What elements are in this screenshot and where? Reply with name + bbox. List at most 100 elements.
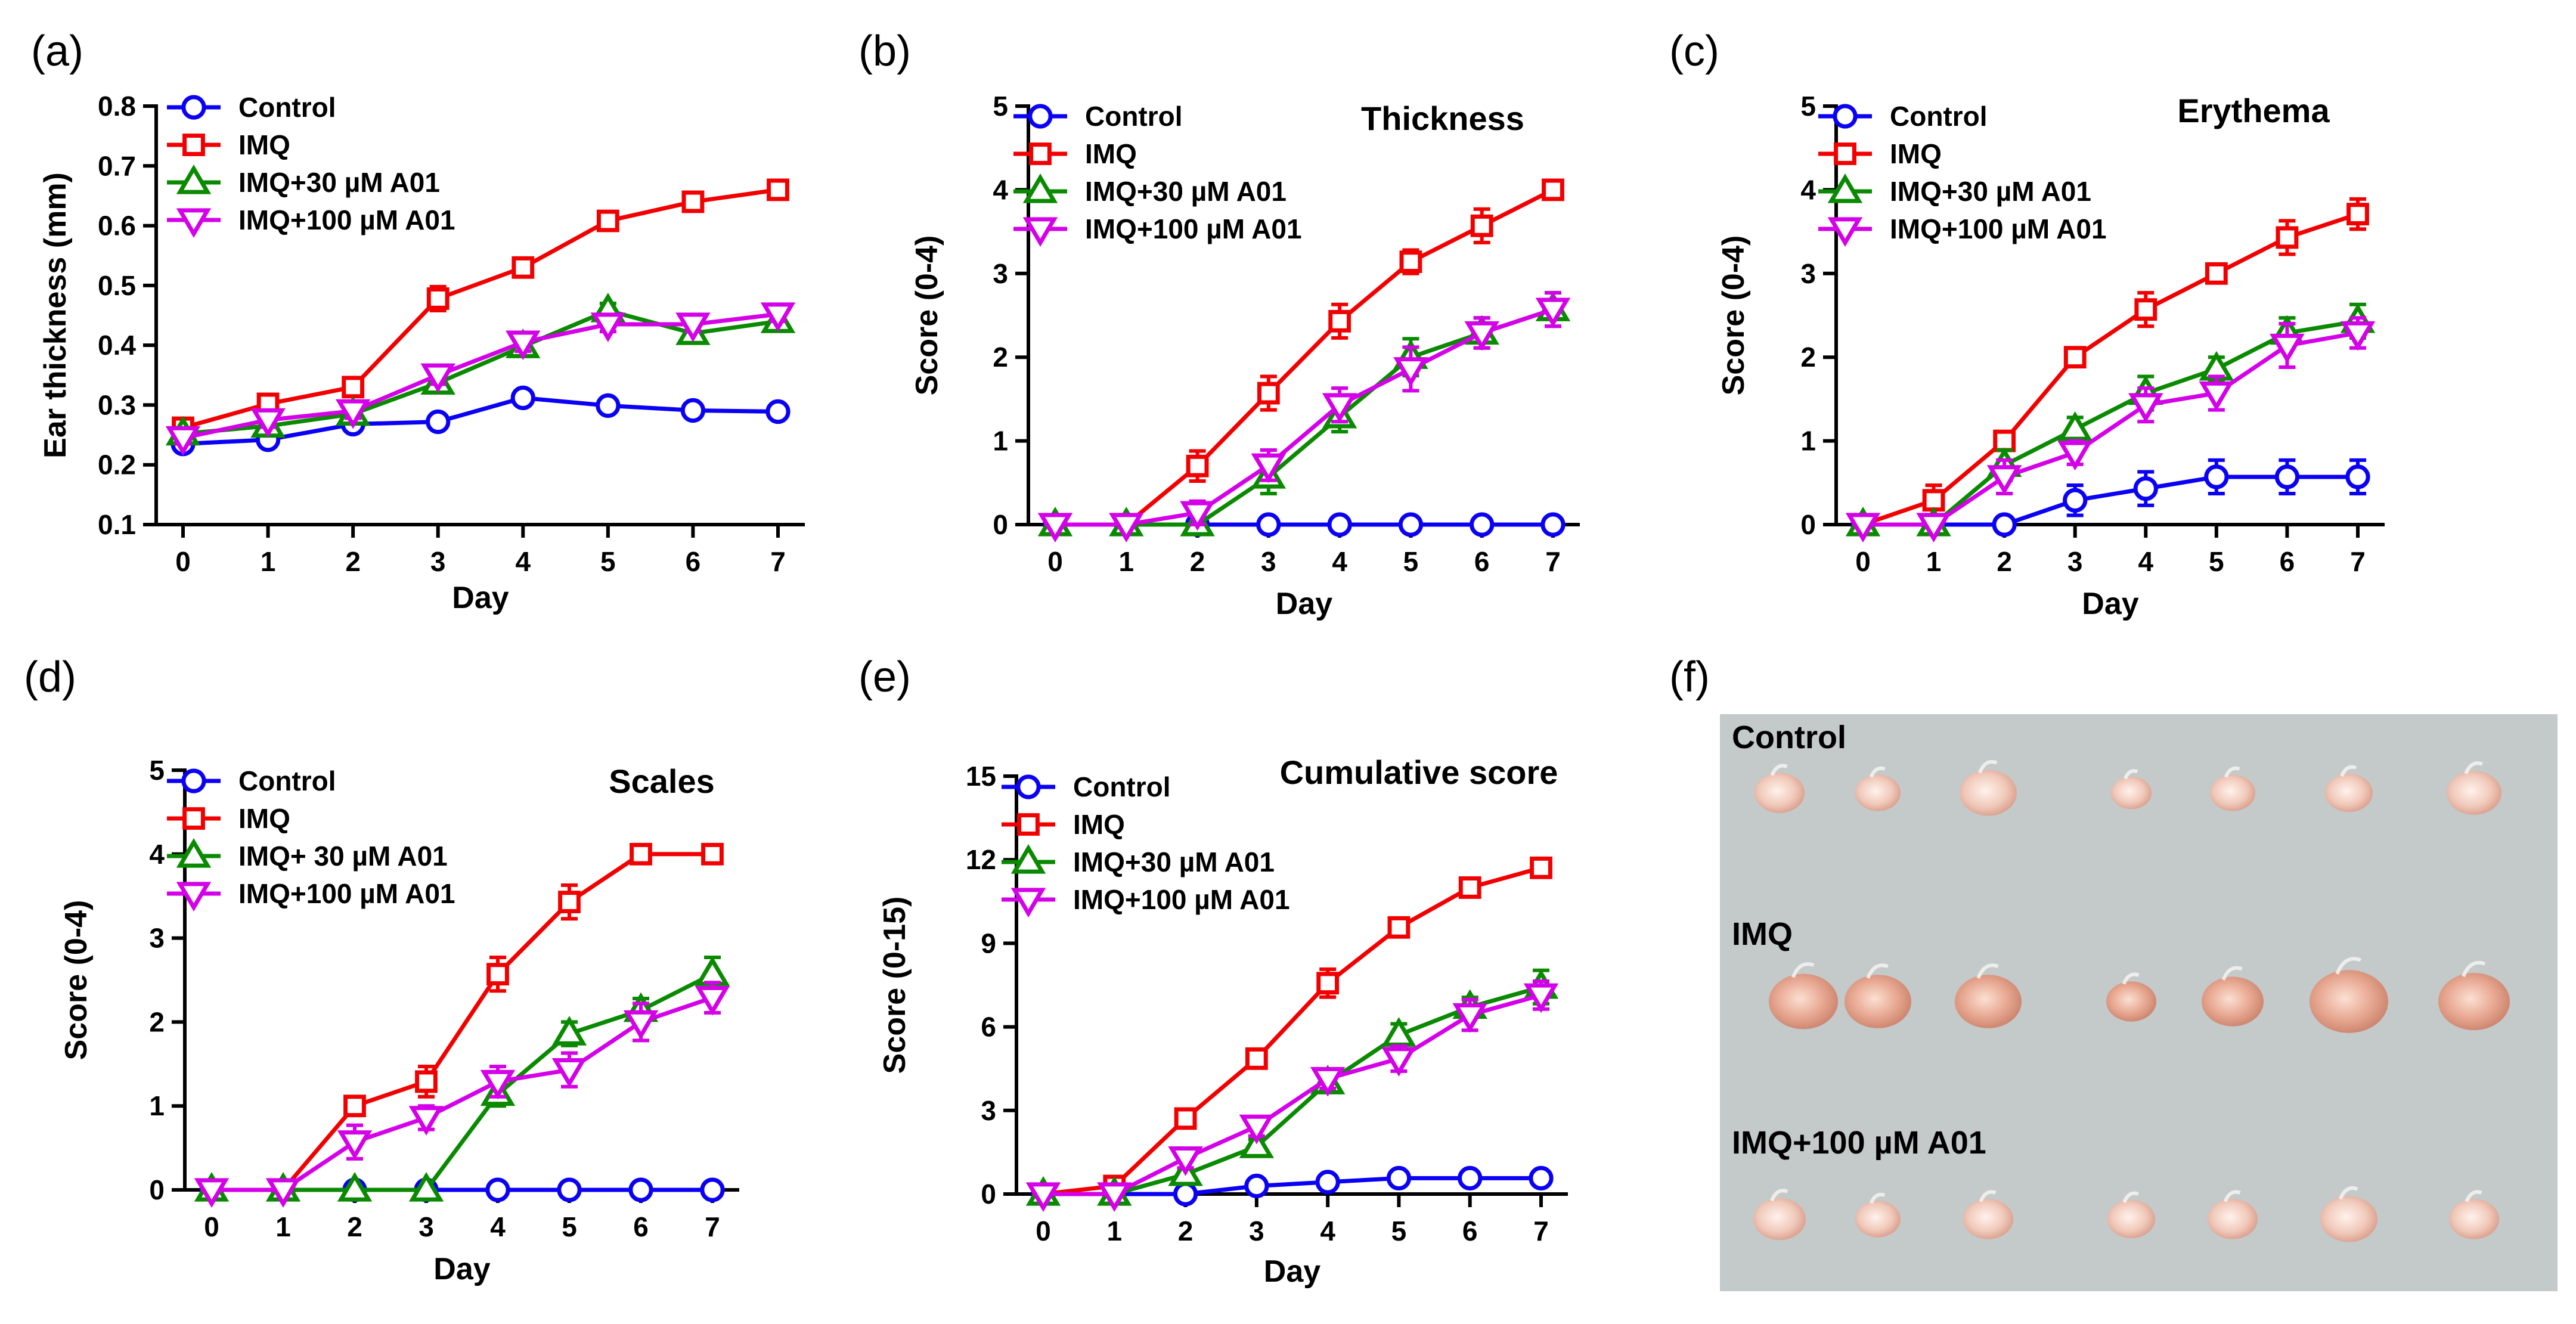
ear-fur bbox=[2224, 766, 2240, 778]
x-tick-label: 7 bbox=[705, 1211, 720, 1242]
data-point bbox=[343, 1094, 366, 1118]
chart-b: 0 1 2 3 4 5 0 1 2 3 4 5 6 7 Day Score (0-4) Thickness Con… bbox=[910, 91, 1580, 621]
series-3 bbox=[1845, 316, 2376, 543]
ear-sample bbox=[1855, 774, 1901, 811]
legend-marker bbox=[1028, 104, 1053, 129]
legend-marker bbox=[181, 95, 206, 120]
x-tick-label: 7 bbox=[1545, 546, 1561, 577]
data-point bbox=[1315, 1170, 1340, 1195]
data-point bbox=[415, 1070, 438, 1093]
data-point bbox=[1529, 1165, 1554, 1191]
data-point bbox=[695, 956, 730, 986]
x-tick-label: 4 bbox=[1332, 546, 1347, 577]
data-point bbox=[1322, 393, 1357, 423]
y-tick-label: 3 bbox=[149, 923, 165, 954]
x-tick-label: 6 bbox=[633, 1211, 649, 1242]
y-tick-label: 0 bbox=[1800, 509, 1816, 540]
y-tick-label: 2 bbox=[1800, 342, 1816, 373]
data-point bbox=[2057, 441, 2093, 471]
x-tick-label: 6 bbox=[1474, 546, 1490, 577]
y-tick-label: 4 bbox=[149, 839, 165, 870]
data-point bbox=[695, 985, 730, 1016]
data-point bbox=[2133, 476, 2158, 501]
legend-label: Control bbox=[1085, 101, 1183, 132]
data-point bbox=[426, 409, 451, 435]
data-point bbox=[2340, 321, 2376, 351]
data-point bbox=[1173, 1182, 1198, 1207]
chart-title: Scales bbox=[609, 762, 715, 800]
legend: Control IMQ IMQ+30 µM A01 IMQ+100 µM A01 bbox=[1002, 771, 1290, 918]
ear-fur bbox=[1770, 1189, 1788, 1202]
data-point bbox=[701, 842, 724, 866]
y-tick-label: 1 bbox=[993, 426, 1008, 457]
data-point bbox=[1257, 382, 1280, 405]
y-tick-label: 0.3 bbox=[98, 389, 136, 420]
legend-label: IMQ+100 µM A01 bbox=[238, 204, 455, 235]
x-tick-label: 5 bbox=[562, 1211, 577, 1242]
ear-fur bbox=[1869, 1192, 1886, 1204]
data-point bbox=[486, 963, 509, 986]
ear-fur bbox=[2340, 765, 2357, 777]
data-point bbox=[2134, 298, 2157, 321]
panel-label-d: (d) bbox=[24, 653, 76, 701]
data-point bbox=[1174, 1107, 1197, 1130]
data-point bbox=[265, 1178, 301, 1208]
x-tick-label: 5 bbox=[1403, 546, 1419, 577]
data-point bbox=[558, 891, 581, 913]
data-point bbox=[506, 330, 541, 361]
data-point bbox=[480, 1069, 516, 1100]
data-point bbox=[596, 209, 619, 232]
chart-title: Cumulative score bbox=[1280, 754, 1558, 791]
data-point bbox=[2274, 464, 2300, 489]
data-point bbox=[512, 256, 535, 279]
ear-sample bbox=[2325, 774, 2373, 812]
data-point bbox=[1316, 972, 1340, 995]
x-tick-label: 0 bbox=[175, 546, 191, 577]
data-point bbox=[1239, 1128, 1275, 1158]
x-tick-label: 3 bbox=[1261, 546, 1276, 577]
data-point bbox=[1186, 454, 1209, 477]
legend-marker bbox=[176, 838, 212, 868]
data-point bbox=[590, 312, 626, 343]
data-point bbox=[2204, 464, 2229, 489]
data-point bbox=[760, 302, 796, 332]
x-tick-label: 0 bbox=[1047, 546, 1063, 577]
ear-sample bbox=[2208, 1199, 2258, 1239]
y-tick-label: 5 bbox=[993, 91, 1008, 122]
x-tick-label: 1 bbox=[1106, 1216, 1122, 1247]
legend-label: Control bbox=[238, 92, 336, 123]
y-tick-label: 3 bbox=[1800, 258, 1816, 289]
y-tick-label: 4 bbox=[993, 174, 1008, 205]
legend-marker bbox=[1017, 813, 1040, 836]
x-tick-label: 1 bbox=[1118, 546, 1134, 577]
series-line bbox=[1055, 307, 1554, 527]
legend-label: IMQ bbox=[1073, 809, 1125, 840]
series-3 bbox=[165, 302, 796, 456]
x-tick-label: 3 bbox=[430, 546, 446, 577]
y-tick-label: 0 bbox=[981, 1179, 996, 1210]
data-point bbox=[1327, 512, 1352, 537]
data-point bbox=[1386, 1165, 1412, 1191]
data-point bbox=[250, 408, 286, 438]
data-point bbox=[1399, 250, 1422, 274]
ear-fur bbox=[2122, 972, 2140, 985]
ear-fur bbox=[2338, 1186, 2358, 1200]
data-point bbox=[2346, 203, 2369, 226]
data-point bbox=[426, 287, 450, 310]
y-tick-label: 2 bbox=[149, 1006, 165, 1037]
ear-sample bbox=[2449, 1199, 2499, 1239]
data-point bbox=[1916, 513, 1951, 543]
legend-marker bbox=[176, 208, 212, 238]
data-point bbox=[1452, 1003, 1487, 1033]
x-tick-label: 2 bbox=[1190, 546, 1205, 577]
x-tick-label: 1 bbox=[1926, 546, 1942, 577]
data-point bbox=[681, 190, 705, 213]
data-point bbox=[2128, 393, 2163, 423]
x-tick-label: 2 bbox=[1178, 1216, 1194, 1247]
panel-a: (a) 0.1 0.2 0.3 0.4 0.5 0.6 0.7 0.8 0 1 2 3 4 5 6 7 Day E… bbox=[31, 27, 805, 615]
x-tick-label: 1 bbox=[275, 1211, 291, 1242]
panel-label-e: (e) bbox=[858, 653, 911, 701]
x-axis-title: Day bbox=[1276, 587, 1332, 621]
chart-title: Thickness bbox=[1361, 100, 1524, 137]
series-line bbox=[212, 852, 712, 1192]
